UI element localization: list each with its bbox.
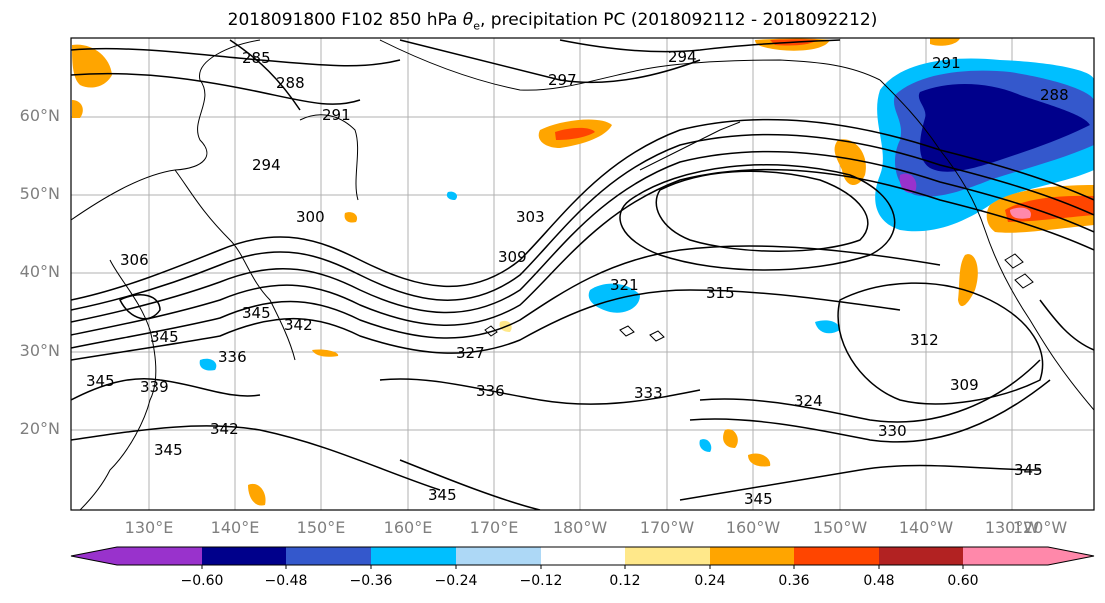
contour-label: 333: [634, 384, 663, 402]
contour-label: 294: [252, 156, 281, 174]
lon-label: 180°W: [552, 518, 608, 537]
contour-label: 345: [1014, 461, 1043, 479]
coastlines: [71, 39, 1094, 510]
contour-label: 312: [910, 331, 939, 349]
lon-label: 130°W: [984, 518, 1040, 537]
lon-label: 140°E: [210, 518, 260, 537]
contour-label: 345: [150, 328, 179, 346]
contour-label: 342: [210, 420, 239, 438]
contour-label: 309: [950, 376, 979, 394]
lon-label: 150°W: [812, 518, 868, 537]
contour-label: 288: [276, 74, 305, 92]
gridlines: [71, 38, 1094, 510]
contour-label: 345: [154, 441, 183, 459]
lon-label: 140°W: [898, 518, 954, 537]
contour-label: 297: [548, 71, 577, 89]
contour-label: 330: [878, 422, 907, 440]
lat-label: 40°N: [19, 262, 60, 281]
contour-label: 336: [218, 348, 247, 366]
lat-label: 60°N: [19, 106, 60, 125]
contour-label: 300: [296, 208, 325, 226]
contour-label: 339: [140, 378, 169, 396]
lon-label: 170°W: [639, 518, 695, 537]
lon-label: 170°E: [469, 518, 519, 537]
plot-frame: [70, 37, 1095, 511]
contour-label: 288: [1040, 86, 1069, 104]
colorbar-tick-label: −0.12: [519, 573, 563, 589]
lon-label: 160°E: [383, 518, 433, 537]
map-title: 2018091800 F102 850 hPa θe, precipitatio…: [227, 10, 878, 33]
island-outlines: [484, 253, 1034, 342]
colorbar-tick-label: 0.36: [778, 573, 810, 589]
contour-label: 345: [744, 490, 773, 508]
colorbar-tick-label: −0.24: [434, 573, 478, 589]
colorbar-tick-label: 0.48: [863, 573, 895, 589]
contour-label: 342: [284, 316, 313, 334]
contour-label: 309: [498, 248, 527, 266]
contour-label: 345: [86, 372, 115, 390]
colorbar-extend-high: [1048, 547, 1094, 565]
colorbar-tick-label: 0.24: [694, 573, 726, 589]
contour-label: 285: [242, 49, 271, 67]
contour-label: 336: [476, 382, 505, 400]
lat-label: 30°N: [19, 341, 60, 360]
colorbar-extend-low: [71, 547, 117, 565]
lon-label: 130°E: [124, 518, 174, 537]
colorbar-tick-label: 0.60: [947, 573, 979, 589]
lon-label: 150°E: [296, 518, 346, 537]
contour-label: 324: [794, 392, 823, 410]
lat-label: 20°N: [19, 419, 60, 438]
colorbar: [70, 546, 1095, 569]
colorbar-tick-label: 0.12: [609, 573, 641, 589]
colorbar-tick-label: −0.48: [264, 573, 308, 589]
contour-labels: 285 288 291 294 297 294 291 288 300 303 …: [86, 48, 1069, 508]
contour-label: 321: [610, 276, 639, 294]
lat-label: 50°N: [19, 184, 60, 203]
contour-label: 294: [668, 48, 697, 66]
contour-label: 291: [322, 106, 351, 124]
contour-label: 315: [706, 284, 735, 302]
theta-e-contours: [71, 39, 1094, 510]
lon-label: 120°W: [1012, 518, 1068, 537]
contour-label: 345: [242, 304, 271, 322]
lon-label: 160°W: [725, 518, 781, 537]
contour-label: 306: [120, 251, 149, 269]
contour-label: 291: [932, 54, 961, 72]
colorbar-tick-label: −0.60: [180, 573, 224, 589]
contour-label: 327: [456, 344, 485, 362]
colorbar-tick-label: −0.36: [349, 573, 393, 589]
contour-label: 303: [516, 208, 545, 226]
contour-label: 345: [428, 486, 457, 504]
